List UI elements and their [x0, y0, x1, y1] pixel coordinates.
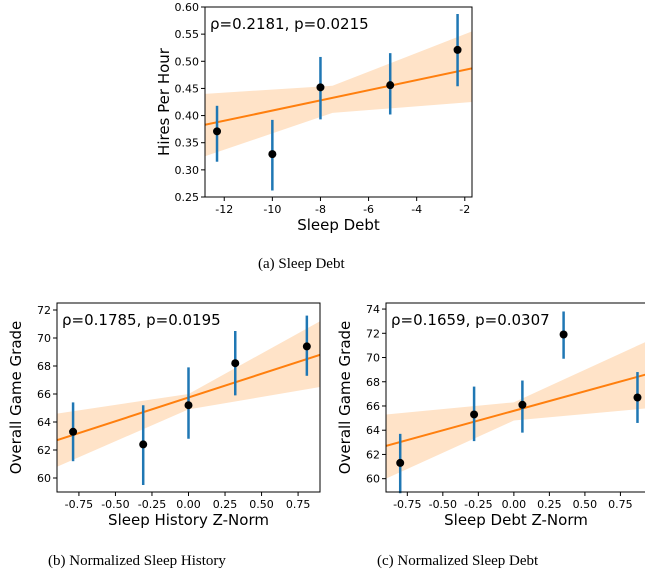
x-tick-label: -0.50: [101, 498, 129, 511]
x-tick-label: -4: [411, 203, 422, 216]
x-tick-label: -0.25: [138, 498, 166, 511]
x-tick-label: -0.25: [464, 498, 492, 511]
y-tick-label: 0.25: [175, 191, 200, 204]
x-tick-label: 0.75: [608, 498, 633, 511]
caption-a: (a) Sleep Debt: [258, 256, 345, 272]
fit-line: [205, 67, 472, 126]
x-tick-label: -2: [459, 203, 470, 216]
y-tick-label: 64: [37, 416, 51, 429]
x-tick-label: 0.25: [213, 498, 238, 511]
data-point: [268, 150, 277, 159]
x-axis-label: Sleep Debt Z-Norm: [444, 511, 588, 529]
y-tick-label: 0.40: [175, 110, 200, 123]
x-axis-label: Sleep History Z-Norm: [108, 511, 269, 529]
caption-b: (b) Normalized Sleep History: [48, 553, 226, 569]
y-tick-label: 62: [366, 448, 380, 461]
correlation-annotation: ρ=0.2181, p=0.0215: [210, 15, 369, 33]
data-point: [302, 342, 311, 351]
y-tick-label: 66: [37, 388, 51, 401]
y-tick-label: 0.30: [175, 164, 200, 177]
chart-2: -0.75 -0.50 -0.25 0.00 0.25 0.50 0.75 60 62 64 66 6…: [336, 302, 645, 529]
data-point: [184, 401, 193, 410]
fit-line: [386, 373, 645, 447]
y-tick-label: 60: [366, 473, 380, 486]
data-point: [213, 127, 222, 136]
x-tick-label: 0.25: [537, 498, 562, 511]
data-point: [470, 410, 479, 419]
x-tick-label: -0.50: [429, 498, 457, 511]
data-point: [231, 359, 240, 368]
x-tick-label: -10: [263, 203, 281, 216]
data-point: [139, 440, 148, 449]
y-tick-label: 70: [37, 332, 51, 345]
data-point: [386, 81, 395, 90]
x-axis-label: Sleep Debt: [297, 216, 380, 234]
x-tick-label: 0.50: [249, 498, 274, 511]
y-tick-label: 60: [37, 472, 51, 485]
y-tick-label: 74: [366, 303, 380, 316]
data-point: [453, 45, 462, 54]
y-tick-label: 0.35: [175, 137, 200, 150]
x-tick-label: -0.75: [65, 498, 93, 511]
y-tick-label: 0.60: [175, 1, 200, 14]
y-axis-label: Overall Game Grade: [7, 321, 25, 475]
x-tick-label: -0.75: [393, 498, 421, 511]
plot-frame: [385, 302, 645, 493]
correlation-annotation: ρ=0.1785, p=0.0195: [62, 311, 221, 329]
x-tick-label: 0.00: [502, 498, 527, 511]
y-tick-label: 66: [366, 400, 380, 413]
y-tick-label: 72: [366, 327, 380, 340]
chart-0: -12 -10 -8 -6 -4 -2 0.25 0.30 0.35 0.40 0.45 0.50 0.…: [155, 1, 473, 234]
caption-c: (c) Normalized Sleep Debt: [377, 553, 539, 569]
y-tick-label: 0.50: [175, 55, 200, 68]
y-tick-label: 0.45: [175, 82, 200, 95]
x-tick-label: -6: [363, 203, 374, 216]
x-tick-label: 0.00: [176, 498, 201, 511]
confidence-band: [205, 31, 472, 157]
x-tick-label: 0.75: [286, 498, 311, 511]
y-tick-label: 70: [366, 352, 380, 365]
data-point: [396, 458, 405, 467]
data-point: [633, 393, 642, 402]
data-point: [559, 330, 568, 339]
x-tick-label: 0.50: [573, 498, 598, 511]
y-tick-label: 72: [37, 304, 51, 317]
y-tick-label: 68: [37, 360, 51, 373]
data-point: [316, 83, 325, 92]
chart-1: -0.75 -0.50 -0.25 0.00 0.25 0.50 0.75 60 62 64 66 6…: [7, 302, 321, 529]
y-tick-label: 0.55: [175, 28, 200, 41]
y-axis-label: Overall Game Grade: [336, 321, 354, 475]
data-point: [69, 427, 78, 436]
plot-frame: [204, 6, 473, 198]
y-tick-label: 64: [366, 424, 380, 437]
x-tick-label: -12: [215, 203, 233, 216]
y-axis-label: Hires Per Hour: [155, 47, 173, 156]
y-tick-label: 62: [37, 444, 51, 457]
data-point: [518, 400, 527, 409]
x-tick-label: -8: [315, 203, 326, 216]
correlation-annotation: ρ=0.1659, p=0.0307: [391, 311, 550, 329]
y-tick-label: 68: [366, 376, 380, 389]
